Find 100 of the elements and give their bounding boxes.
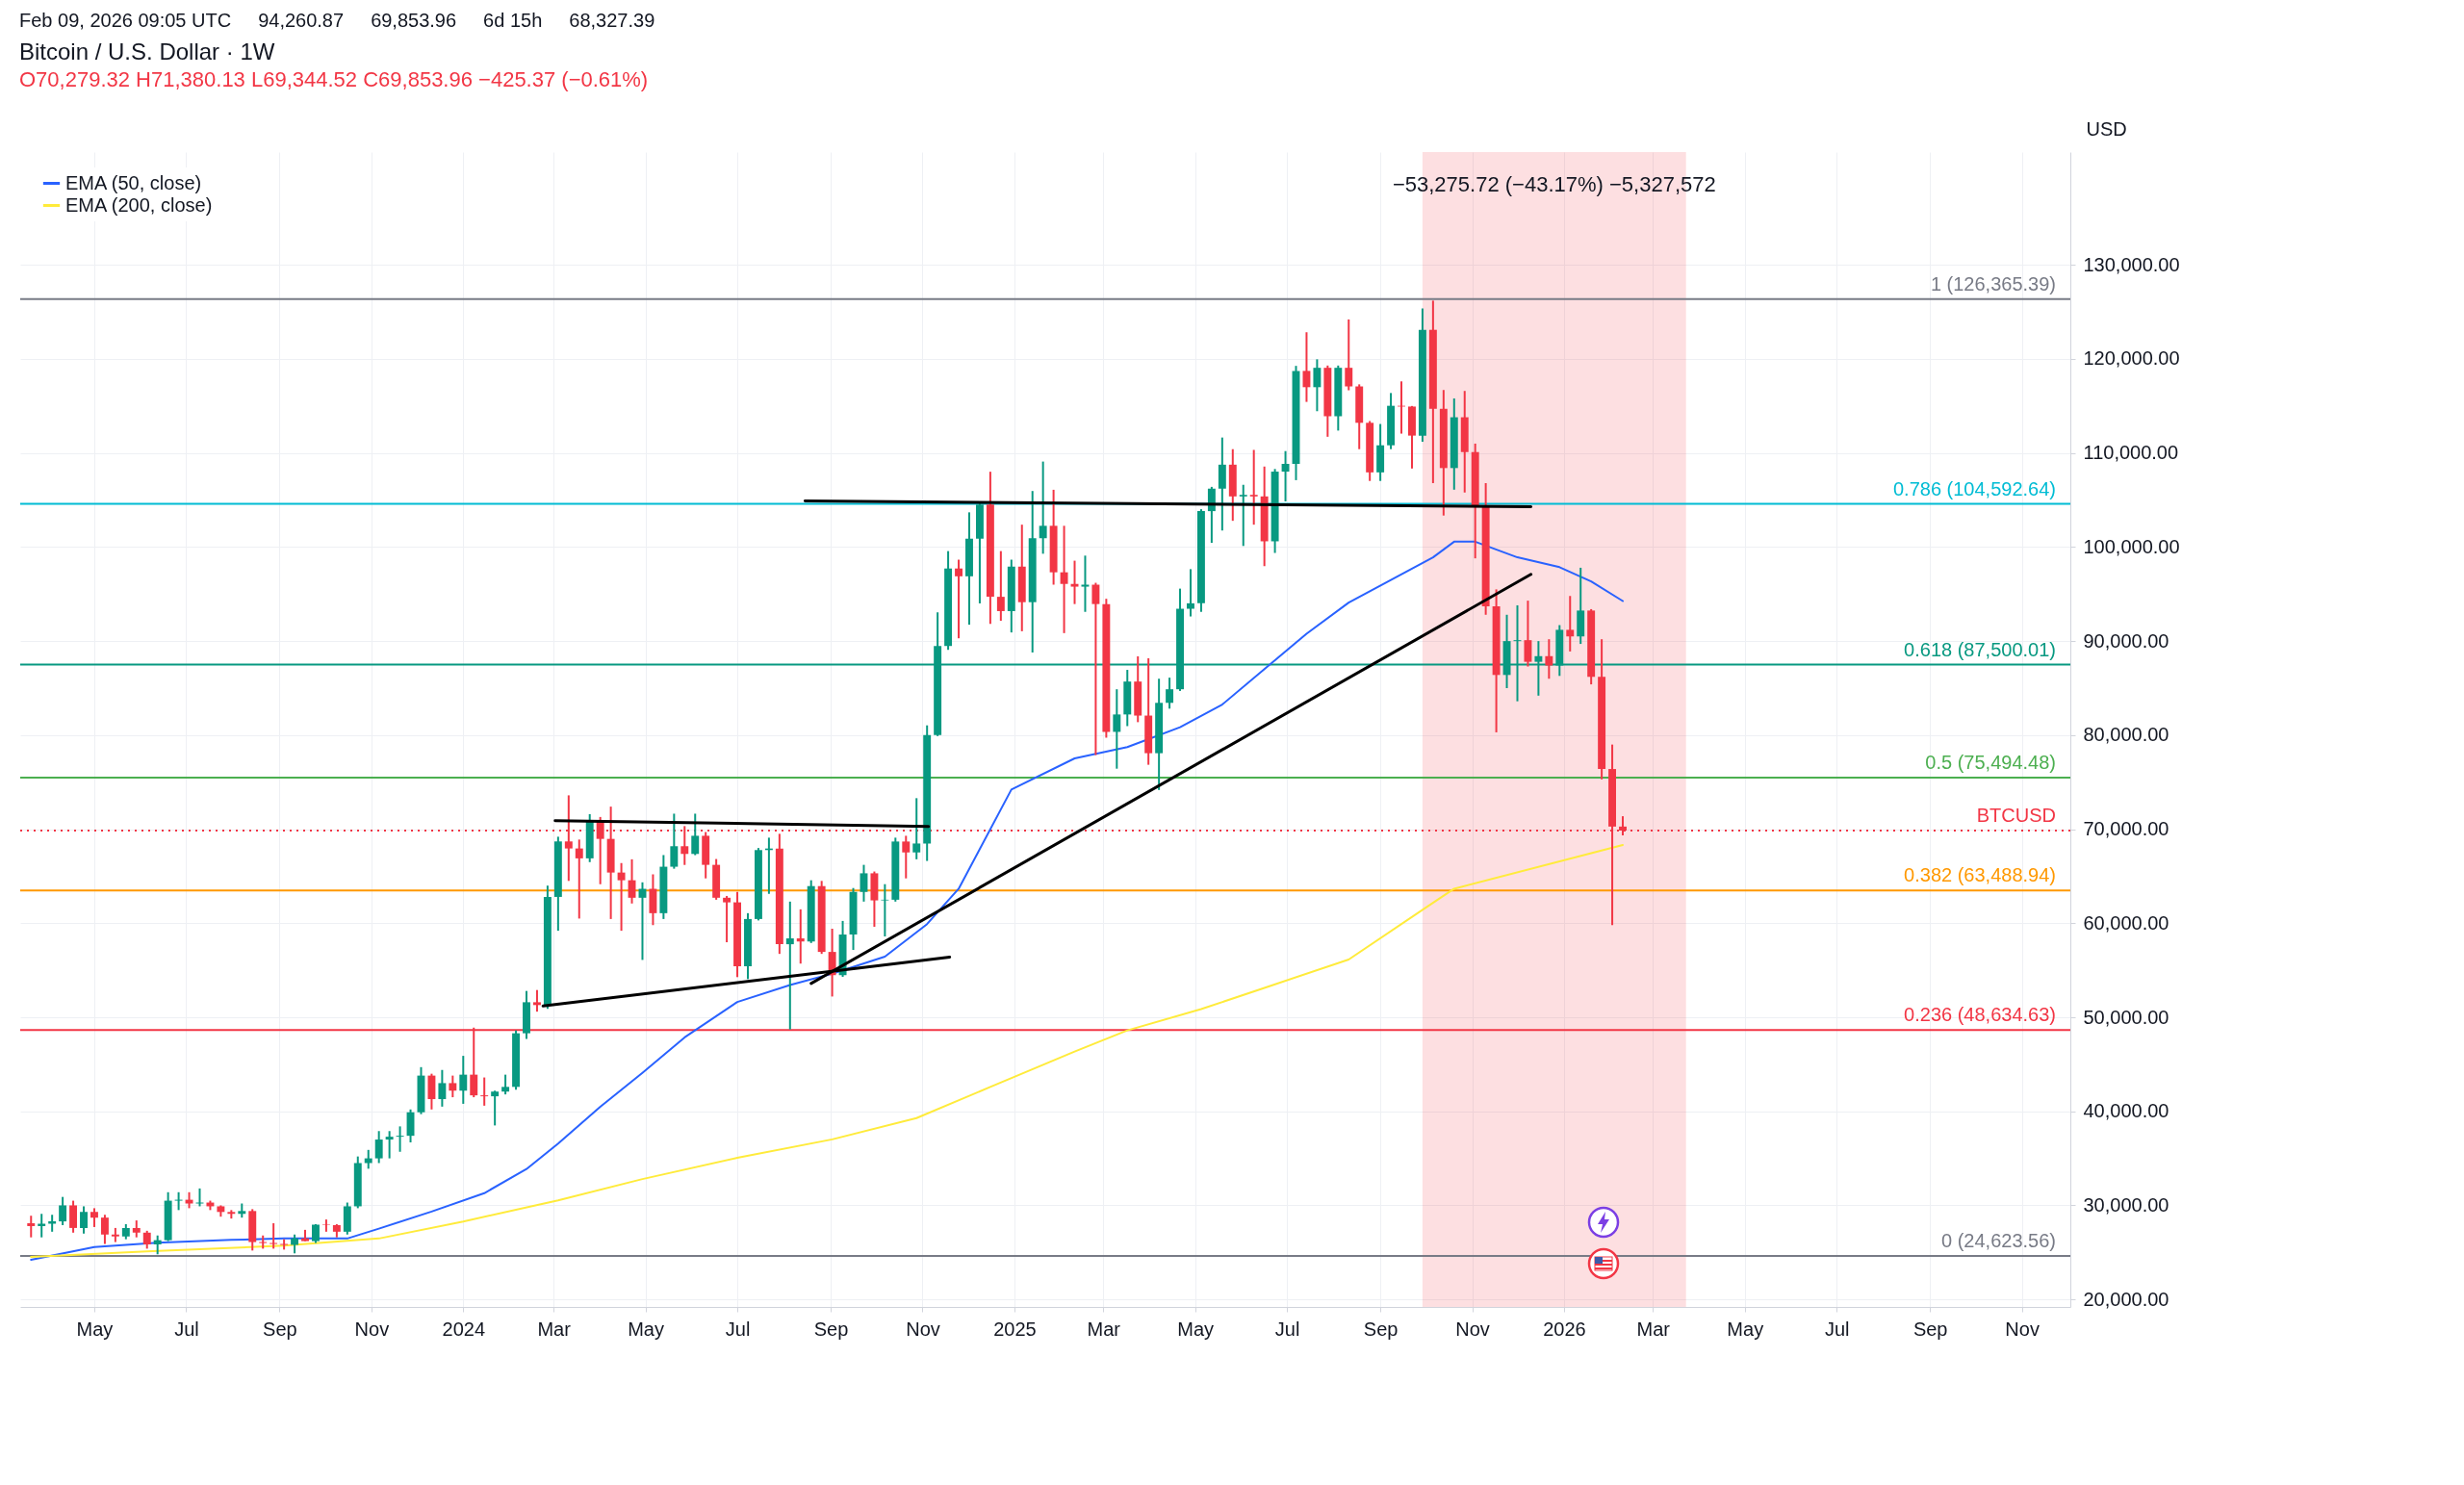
y-tick-label: 50,000.00	[2083, 1006, 2169, 1028]
x-tick-label: Sep	[263, 1318, 297, 1340]
candlestick	[480, 1076, 489, 1107]
y-tick-label: 80,000.00	[2083, 724, 2169, 746]
y-tick-label: 60,000.00	[2083, 911, 2169, 934]
text: 69,853.96	[371, 10, 457, 31]
x-tick-label: Jul	[1824, 1318, 1850, 1340]
candlestick	[385, 1130, 394, 1160]
candlestick	[1239, 483, 1247, 548]
x-tick-label: May	[1727, 1318, 1764, 1340]
candlestick	[111, 1226, 119, 1243]
candlestick	[1566, 595, 1575, 653]
chart-title: Bitcoin / U.S. Dollar · 1W	[19, 38, 275, 64]
legend-label: EMA (50, close)	[65, 171, 202, 193]
x-tick-label: Mar	[1636, 1318, 1671, 1340]
candlestick	[1039, 460, 1047, 555]
x-tick-label: May	[1177, 1318, 1215, 1340]
candlestick	[69, 1199, 78, 1234]
x-tick-label: Sep	[1912, 1318, 1948, 1340]
x-tick-label: Nov	[2005, 1318, 2040, 1340]
candlestick	[174, 1191, 183, 1212]
candlestick	[860, 863, 868, 903]
candlestick	[532, 988, 541, 1013]
candlestick	[1249, 448, 1258, 526]
line-series	[30, 843, 1625, 1259]
candlestick	[438, 1068, 447, 1108]
candlestick	[291, 1233, 299, 1255]
candlestick	[912, 797, 921, 860]
ref-line-label: 0.382 (63,488.94)	[1904, 864, 2056, 886]
x-tick-label: Nov	[906, 1318, 940, 1340]
candlestick	[1187, 568, 1194, 618]
candlestick	[1166, 677, 1174, 710]
line-series	[30, 540, 1625, 1261]
ref-line-label: 0.786 (104,592.64)	[1892, 477, 2056, 499]
x-tick-label: Mar	[1087, 1318, 1121, 1340]
x-tick-label: 2024	[442, 1318, 486, 1340]
candlestick	[691, 812, 700, 857]
candlestick	[1060, 525, 1068, 634]
candlestick	[902, 834, 911, 880]
ref-line-label: 0.5 (75,494.48)	[1925, 751, 2056, 773]
candlestick	[80, 1205, 88, 1235]
x-tick-label: May	[76, 1318, 114, 1340]
candlestick	[59, 1195, 67, 1226]
candlestick	[1302, 331, 1311, 403]
text: Feb 09, 2026 09:05 UTC	[19, 10, 232, 31]
candlestick	[459, 1055, 468, 1105]
y-tick-label: 70,000.00	[2083, 818, 2169, 840]
candlestick	[1081, 554, 1090, 613]
y-tick-label: 20,000.00	[2083, 1288, 2169, 1310]
ref-line-label: BTCUSD	[1976, 805, 2056, 827]
x-tick-label: Sep	[1363, 1318, 1399, 1340]
candlestick	[785, 900, 794, 1031]
y-tick-label: 100,000.00	[2083, 535, 2180, 557]
y-tick-label: 40,000.00	[2083, 1100, 2169, 1122]
chart-subtitle: O70,279.32 H71,380.13 L69,344.52 C69,853.96 −425.37 (−0.61%)	[19, 67, 649, 91]
text: 94,260.87	[258, 10, 345, 31]
y-axis-title: USD	[2086, 117, 2127, 140]
candlestick	[312, 1223, 320, 1244]
band-label: −53,275.72 (−43.17%) −5,327,572	[1392, 172, 1716, 196]
legend-label: EMA (200, close)	[65, 193, 213, 216]
candlestick	[723, 894, 732, 944]
y-tick-label: 120,000.00	[2083, 347, 2180, 370]
candlestick	[617, 861, 626, 933]
candlestick	[396, 1125, 404, 1153]
candlestick	[153, 1234, 162, 1256]
text: 68,327.39	[569, 10, 655, 31]
candlestick	[501, 1073, 510, 1096]
candlestick	[955, 558, 962, 640]
x-tick-label: Jul	[174, 1318, 199, 1340]
candlestick	[1091, 581, 1100, 756]
candlestick	[881, 883, 889, 937]
candlestick	[321, 1218, 330, 1233]
candlestick	[996, 550, 1005, 623]
text: 6d 15h	[483, 10, 543, 31]
candlestick	[796, 908, 805, 965]
candlestick	[491, 1089, 500, 1127]
candlestick	[142, 1229, 151, 1250]
candlestick	[449, 1074, 457, 1099]
candlestick	[1345, 318, 1353, 392]
x-tick-label: May	[628, 1318, 664, 1340]
ref-line-label: 0 (24,623.56)	[1941, 1230, 2056, 1251]
x-tick-label: Nov	[354, 1318, 390, 1340]
y-tick-label: 90,000.00	[2083, 629, 2169, 652]
x-tick-label: Nov	[1455, 1318, 1490, 1340]
ref-line-label: 1 (126,365.39)	[1930, 272, 2056, 294]
candlestick	[374, 1130, 383, 1165]
candlestick	[1313, 358, 1322, 413]
y-tick-label: 130,000.00	[2083, 253, 2180, 275]
candlestick	[1524, 600, 1532, 668]
y-tick-label: 30,000.00	[2083, 1193, 2169, 1216]
candlestick	[575, 838, 583, 920]
candlestick	[1070, 559, 1079, 605]
x-tick-label: 2026	[1543, 1318, 1586, 1340]
candlestick	[270, 1222, 278, 1250]
candlestick	[670, 812, 679, 870]
y-tick-label: 110,000.00	[2083, 442, 2179, 464]
candlestick	[1281, 449, 1290, 503]
x-tick-label: 2025	[993, 1318, 1037, 1340]
x-tick-label: Jul	[1274, 1318, 1300, 1340]
candlestick	[1113, 688, 1121, 770]
